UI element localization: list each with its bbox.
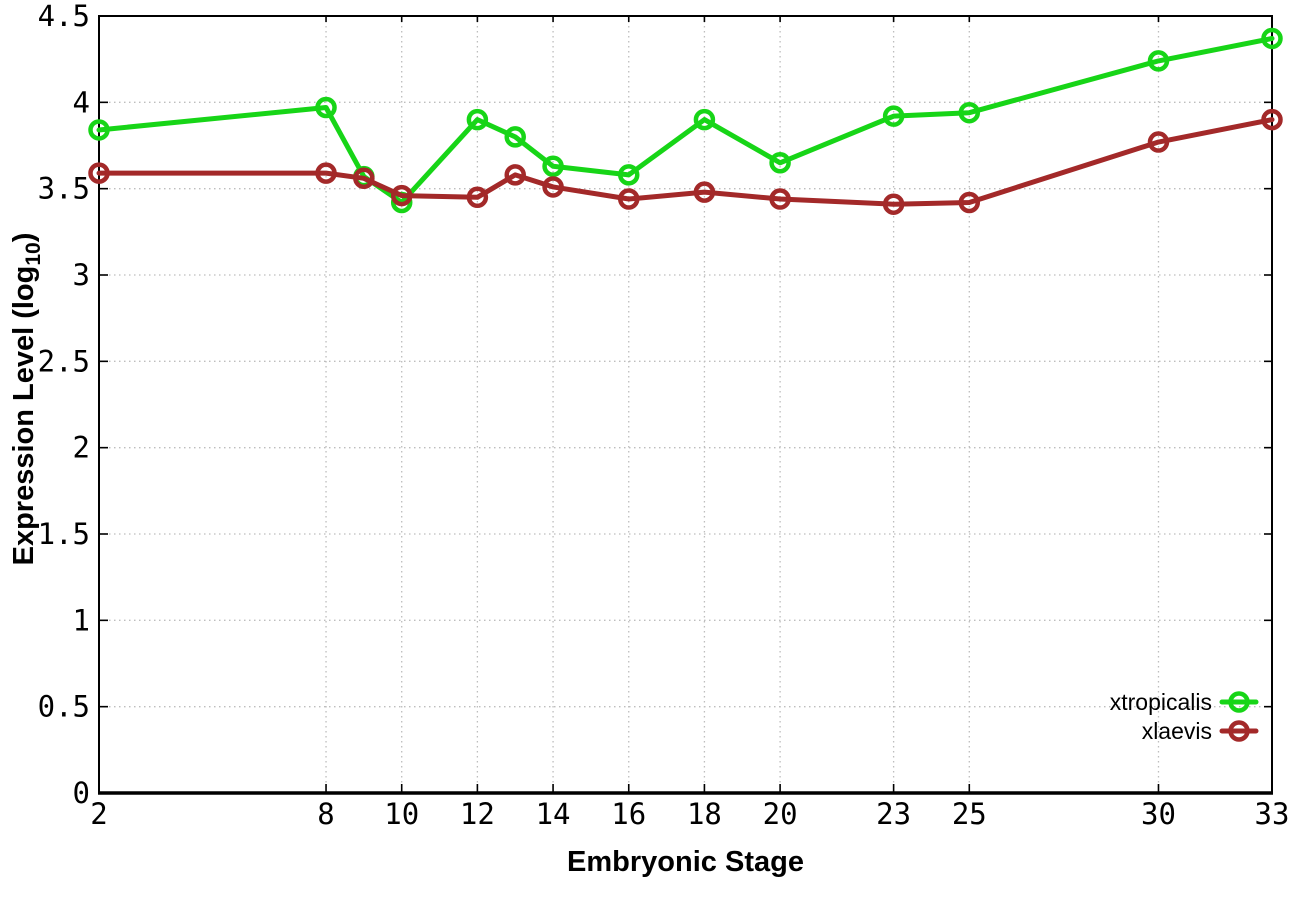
point-xlaevis-12 bbox=[466, 186, 489, 209]
legend: xtropicalis xlaevis bbox=[1110, 688, 1212, 746]
point-xtropicalis-8 bbox=[315, 96, 337, 119]
y-tick-label-2.5: 2.5 bbox=[38, 344, 90, 378]
x-tick-label-30: 30 bbox=[1141, 797, 1176, 831]
point-xlaevis-13 bbox=[504, 164, 526, 186]
legend-sample-marker-xlaevis bbox=[1228, 720, 1250, 742]
legend-sample-marker-xtropicalis bbox=[1228, 691, 1250, 713]
x-tick-label-12: 12 bbox=[460, 797, 495, 831]
point-xlaevis-14 bbox=[542, 176, 564, 198]
point-xlaevis-25 bbox=[958, 191, 981, 214]
point-xlaevis-33 bbox=[1261, 108, 1283, 131]
point-xtropicalis-12 bbox=[466, 108, 489, 131]
point-xtropicalis-16 bbox=[617, 164, 640, 186]
x-tick-label-20: 20 bbox=[763, 797, 798, 831]
y-tick-label-4: 4 bbox=[73, 85, 90, 119]
point-xtropicalis-13 bbox=[504, 126, 526, 148]
point-xlaevis-20 bbox=[769, 188, 791, 210]
x-tick-label-33: 33 bbox=[1255, 797, 1290, 831]
x-tick-label-14: 14 bbox=[536, 797, 571, 831]
x-tick-label-23: 23 bbox=[876, 797, 911, 831]
y-tick-label-0.5: 0.5 bbox=[38, 690, 90, 724]
y-tick-label-1.5: 1.5 bbox=[38, 517, 90, 551]
y-axis-title-close: ) bbox=[8, 232, 41, 243]
point-xlaevis-30 bbox=[1147, 131, 1170, 153]
x-tick-label-10: 10 bbox=[384, 797, 419, 831]
point-xlaevis-10 bbox=[390, 184, 413, 207]
point-xtropicalis-14 bbox=[542, 155, 564, 177]
point-xtropicalis-25 bbox=[958, 101, 981, 124]
point-xlaevis-8 bbox=[315, 162, 337, 184]
point-xtropicalis-33 bbox=[1261, 27, 1283, 50]
y-tick-label-4.5: 4.5 bbox=[38, 0, 90, 33]
x-tick-label-2: 2 bbox=[90, 797, 107, 831]
point-xtropicalis-20 bbox=[769, 152, 791, 174]
point-xlaevis-16 bbox=[617, 188, 640, 210]
y-axis-title-subscript: 10 bbox=[21, 242, 45, 266]
point-xlaevis-23 bbox=[882, 193, 905, 215]
y-tick-label-1: 1 bbox=[73, 603, 90, 637]
x-axis-title: Embryonic Stage bbox=[567, 846, 804, 878]
y-axis-title: Expression Level (log10) bbox=[8, 233, 46, 566]
point-xtropicalis-30 bbox=[1147, 50, 1170, 72]
legend-entry-xtropicalis: xtropicalis bbox=[1109, 689, 1212, 715]
y-tick-label-2: 2 bbox=[73, 431, 90, 465]
y-tick-label-3: 3 bbox=[73, 258, 90, 292]
point-xlaevis-9 bbox=[353, 167, 375, 190]
series-line-xtropicalis bbox=[96, 35, 1275, 205]
x-tick-label-8: 8 bbox=[317, 797, 334, 831]
x-tick-label-16: 16 bbox=[611, 797, 646, 831]
x-tick-label-18: 18 bbox=[687, 797, 722, 831]
point-xtropicalis-23 bbox=[882, 105, 905, 127]
point-xlaevis-18 bbox=[693, 181, 716, 203]
legend-entry-xlaevis: xlaevis bbox=[1141, 718, 1212, 744]
y-tick-label-0: 0 bbox=[73, 776, 90, 810]
x-tick-label-25: 25 bbox=[952, 797, 987, 831]
y-tick-label-3.5: 3.5 bbox=[38, 172, 90, 206]
point-xtropicalis-18 bbox=[693, 108, 716, 131]
y-axis-title-text: Expression Level (log bbox=[8, 265, 41, 566]
point-xlaevis-2 bbox=[88, 162, 110, 184]
point-xtropicalis-2 bbox=[88, 119, 110, 141]
